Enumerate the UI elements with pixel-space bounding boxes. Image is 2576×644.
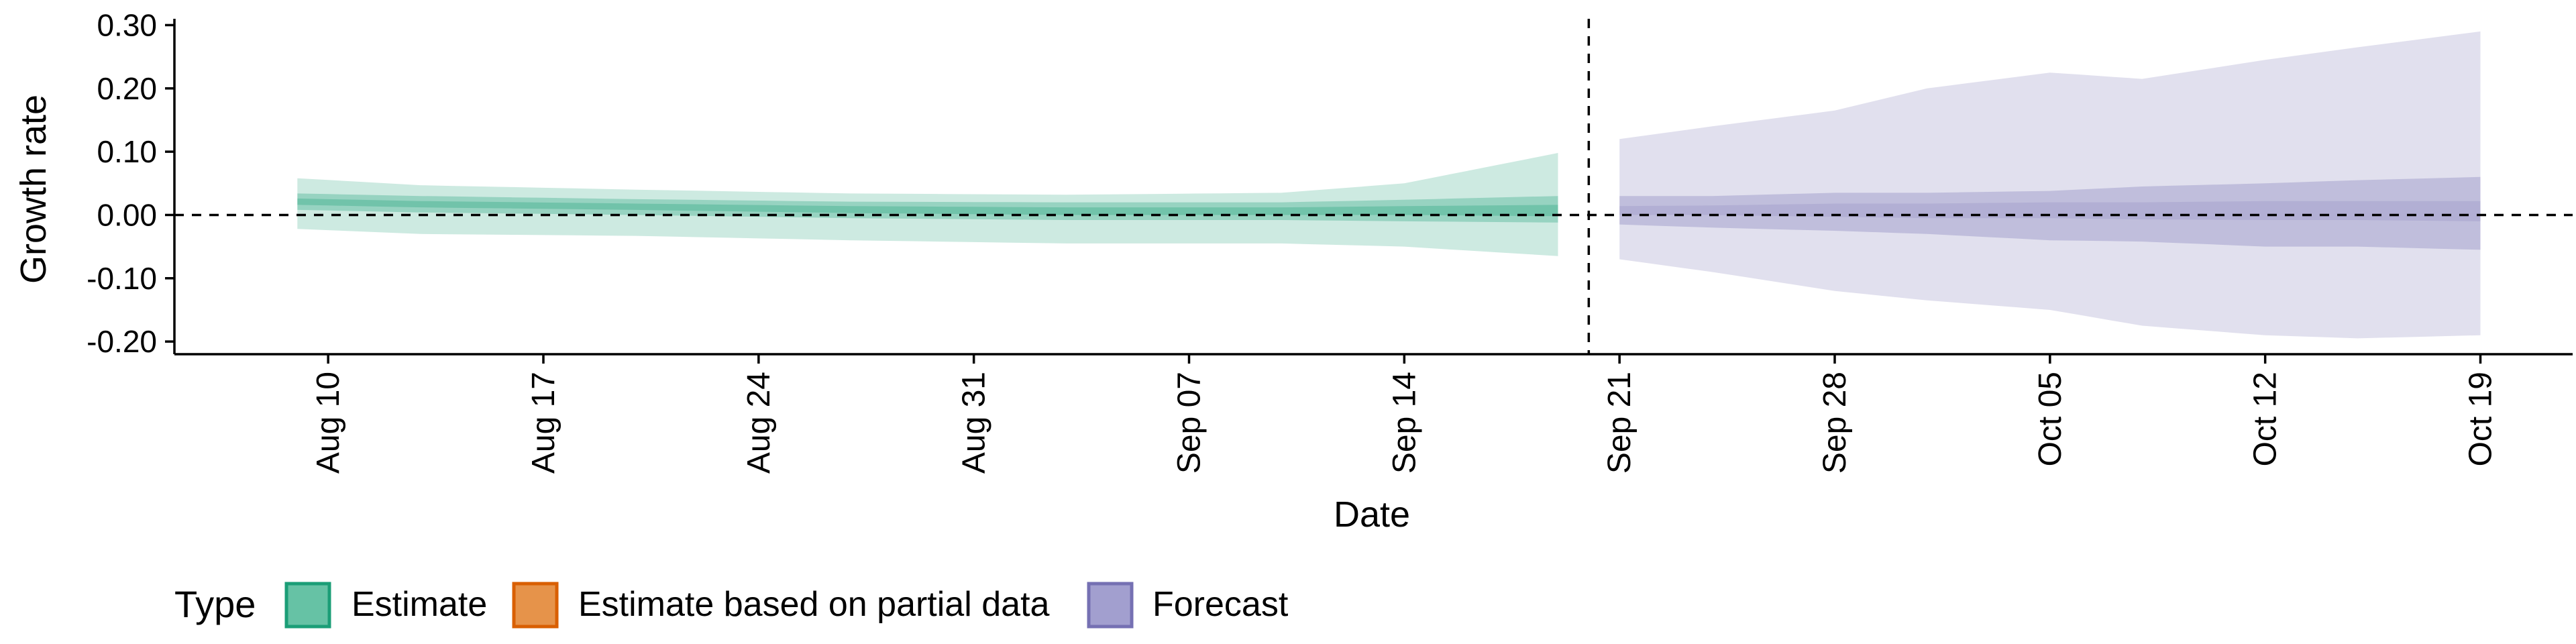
x-ticks: Aug 10 Aug 17 Aug 24 Aug 31 Sep 07 Sep 14 Sep … xyxy=(311,354,2499,474)
legend-title: Type xyxy=(174,583,256,625)
legend-item-estimate: Estimate xyxy=(284,582,487,629)
x-axis-title: Date xyxy=(1334,494,1410,535)
y-axis-title: Growth rate xyxy=(13,95,54,284)
legend-item-estimate-partial: Estimate based on partial data xyxy=(512,582,1050,629)
x-tick-label: Oct 05 xyxy=(2033,372,2068,466)
legend-key-estimate xyxy=(284,582,331,629)
legend-item-forecast: Forecast xyxy=(1087,582,1289,629)
x-tick-label: Sep 07 xyxy=(1172,372,1208,474)
y-tick-label: -0.10 xyxy=(87,261,157,296)
x-tick-label: Oct 19 xyxy=(2463,372,2499,466)
series-estimate xyxy=(297,153,1558,256)
x-tick-label: Sep 21 xyxy=(1602,372,1638,474)
y-tick-label: -0.20 xyxy=(87,324,157,359)
legend-key-forecast xyxy=(1087,582,1134,629)
legend: Type Estimate Estimate based on partial … xyxy=(174,582,1289,629)
x-tick-label: Aug 10 xyxy=(311,372,346,474)
legend-key-estimate-partial xyxy=(512,582,559,629)
estimate-band-90 xyxy=(297,153,1558,256)
series-forecast xyxy=(1619,31,2481,339)
forecast-band-90 xyxy=(1619,31,2481,339)
axes-layer xyxy=(173,19,2573,356)
x-tick-label: Sep 28 xyxy=(1817,372,1853,474)
legend-label-estimate-partial: Estimate based on partial data xyxy=(578,585,1050,624)
x-tick-label: Sep 14 xyxy=(1387,372,1422,474)
forecast-band-50 xyxy=(1619,176,2481,250)
forecast-band-20 xyxy=(1619,201,2481,221)
x-tick-label: Aug 31 xyxy=(957,372,992,474)
y-tick-label: 0.30 xyxy=(97,7,157,42)
y-tick-label: 0.10 xyxy=(97,134,157,169)
legend-label-estimate: Estimate xyxy=(352,585,487,624)
reference-lines xyxy=(174,19,2573,354)
legend-label-forecast: Forecast xyxy=(1152,585,1289,624)
estimate-band-20 xyxy=(297,198,1558,217)
y-ticks: -0.20 -0.10 0.00 0.10 0.20 0.30 xyxy=(87,7,174,359)
x-tick-label: Aug 17 xyxy=(526,372,561,474)
bands-layer xyxy=(297,31,2481,339)
y-tick-label: 0.00 xyxy=(97,197,157,232)
x-tick-label: Oct 12 xyxy=(2248,372,2284,466)
x-tick-label: Aug 24 xyxy=(741,372,777,474)
y-tick-label: 0.20 xyxy=(97,71,157,106)
